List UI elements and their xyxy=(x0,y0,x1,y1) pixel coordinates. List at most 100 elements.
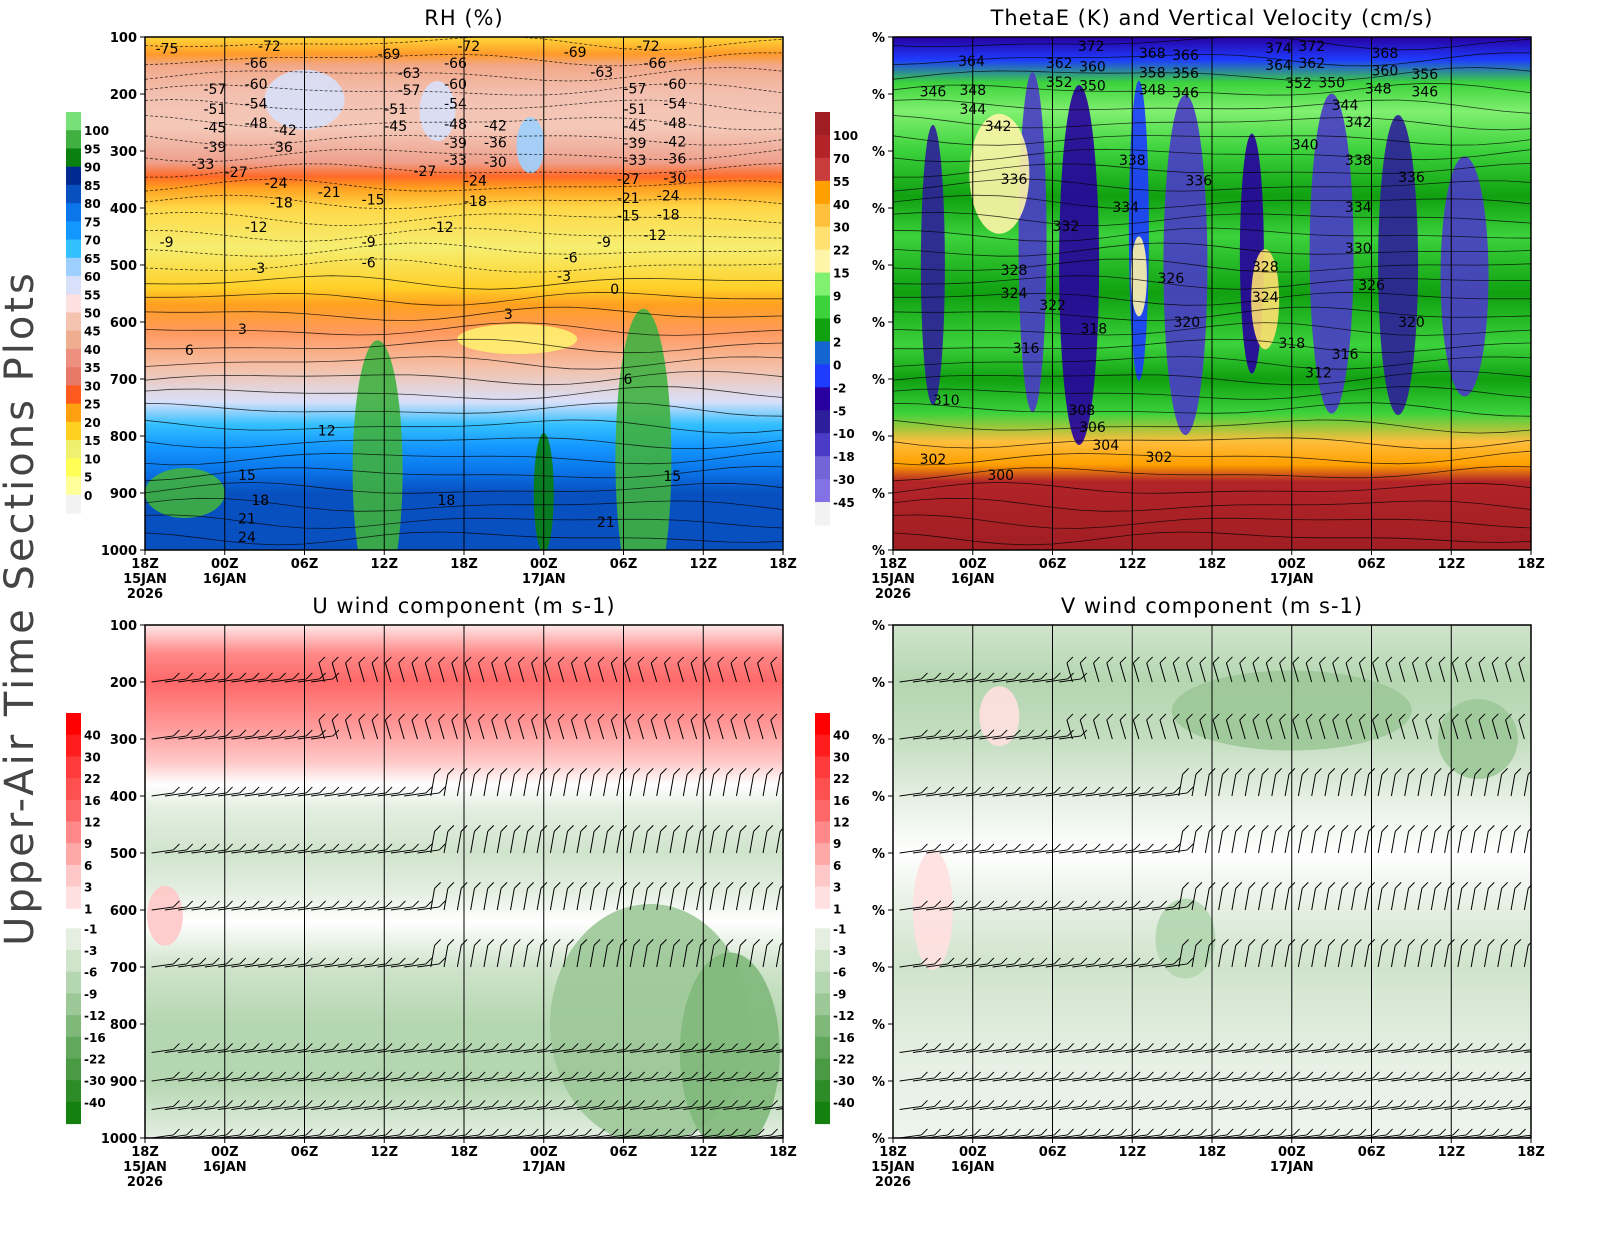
wind-barb xyxy=(1417,1077,1440,1082)
wind-barb xyxy=(1059,792,1082,797)
wind-barb-flag xyxy=(1199,713,1207,721)
contour-label: -27 xyxy=(617,172,640,188)
wind-barb-flag xyxy=(771,1071,778,1079)
wind-barb xyxy=(1125,1077,1148,1082)
wind-barb xyxy=(1112,963,1135,968)
wind-barb xyxy=(1199,719,1206,740)
wind-barb xyxy=(1505,662,1512,683)
contour-label: 306 xyxy=(1079,420,1106,436)
wind-barb-flag xyxy=(226,843,233,851)
wind-barb-flag xyxy=(1107,900,1114,908)
wind-barb-flag xyxy=(1182,881,1189,889)
wind-barb-flag xyxy=(753,881,760,889)
wind-barb xyxy=(1292,662,1299,683)
x-tick-date: 15JAN xyxy=(871,1160,915,1175)
colorbar-swatch xyxy=(815,112,830,136)
wind-barb-flag xyxy=(372,786,380,794)
contour-label: -60 xyxy=(245,77,268,93)
wind-barb-flag xyxy=(664,713,671,721)
wind-barb-flag xyxy=(358,713,366,721)
wind-barb-flag xyxy=(1474,824,1482,832)
y-tick-label: % xyxy=(872,1018,885,1033)
wind-barb xyxy=(456,888,462,911)
wind-barb xyxy=(966,849,988,854)
wind-barb-flag xyxy=(557,656,565,664)
wind-barb-flag xyxy=(673,824,681,832)
wind-barb-flag xyxy=(1345,656,1353,664)
wind-barb xyxy=(775,831,781,854)
wind-barb xyxy=(1417,1105,1440,1110)
wind-barb xyxy=(642,774,648,797)
contour-label: 352 xyxy=(1046,75,1073,91)
wind-barb xyxy=(544,662,551,683)
colorbar-label: 70 xyxy=(833,152,850,166)
wind-barb-flag xyxy=(292,1100,300,1107)
contour-label: -21 xyxy=(318,185,341,201)
contour-label: 362 xyxy=(1298,56,1325,72)
wind-barb xyxy=(1072,1105,1095,1110)
wind-barb-flag xyxy=(212,957,220,965)
wind-barb xyxy=(1132,662,1140,683)
wind-barb xyxy=(735,831,741,854)
wind-barb-flag xyxy=(1200,1071,1207,1079)
wind-barb xyxy=(1045,735,1068,740)
wind-barb xyxy=(443,774,449,797)
wind-barb-flag xyxy=(173,1043,180,1050)
wind-barb-flag xyxy=(1133,1128,1141,1136)
wind-barb-flag xyxy=(597,656,605,664)
wind-barb xyxy=(1258,831,1263,854)
wind-barb-flag xyxy=(438,843,446,851)
colorbar-label: 0 xyxy=(833,358,841,372)
wind-barb-flag xyxy=(1222,881,1229,889)
contour-label: -33 xyxy=(192,157,215,173)
wind-barb xyxy=(589,831,595,854)
wind-barb-flag xyxy=(1147,957,1154,965)
wind-barb xyxy=(371,662,379,683)
wind-barb-flag xyxy=(934,1043,942,1050)
x-tick-label: 00Z xyxy=(211,1145,239,1160)
wind-barb xyxy=(899,1077,922,1082)
wind-barb xyxy=(912,1077,935,1082)
wind-barb xyxy=(1066,719,1073,740)
field-region xyxy=(352,340,403,550)
wind-barb xyxy=(966,735,988,740)
wind-barb-flag xyxy=(500,938,508,946)
colorbar-label: 40 xyxy=(833,198,850,212)
colorbar-label: 30 xyxy=(84,379,101,393)
wind-barb xyxy=(151,849,174,854)
wind-barb-flag xyxy=(1412,1071,1420,1079)
wind-barb xyxy=(1258,1077,1281,1082)
wind-barb xyxy=(1390,945,1396,968)
wind-barb-flag xyxy=(345,957,353,965)
colorbar: 1009590858075706560555045403530252015105… xyxy=(66,112,109,514)
wind-barb xyxy=(749,945,755,968)
wind-barb xyxy=(1311,1077,1334,1082)
wind-barb-flag xyxy=(960,1128,968,1136)
wind-barb-flag xyxy=(1425,656,1433,664)
colorbar-label: -22 xyxy=(84,1053,106,1067)
wind-barb xyxy=(191,906,214,911)
wind-barb xyxy=(1244,945,1250,968)
colorbar-swatch xyxy=(66,950,81,973)
colorbar-label: -6 xyxy=(833,966,846,980)
wind-barb xyxy=(1204,945,1210,968)
wind-barb-flag xyxy=(385,1043,393,1050)
y-tick-label: 300 xyxy=(110,733,137,748)
wind-barb-flag xyxy=(1381,938,1389,946)
wind-barb-flag xyxy=(947,1128,955,1136)
wind-barb-flag xyxy=(1408,767,1415,775)
wind-barb xyxy=(1165,1077,1188,1082)
wind-barb-flag xyxy=(1133,1043,1141,1050)
wind-barb-flag xyxy=(1147,1043,1154,1050)
panel-title: ThetaE (K) and Vertical Velocity (cm/s) xyxy=(990,6,1434,30)
wind-barb-flag xyxy=(1399,1128,1407,1136)
wind-barb xyxy=(457,1048,480,1053)
wind-barb xyxy=(1178,831,1184,854)
wind-barb xyxy=(537,1048,559,1053)
wind-barb-flag xyxy=(1120,786,1128,794)
wind-barb xyxy=(1523,945,1529,968)
field-region xyxy=(457,324,578,355)
wind-barb xyxy=(430,831,436,854)
wind-barb-flag xyxy=(1466,1100,1473,1107)
